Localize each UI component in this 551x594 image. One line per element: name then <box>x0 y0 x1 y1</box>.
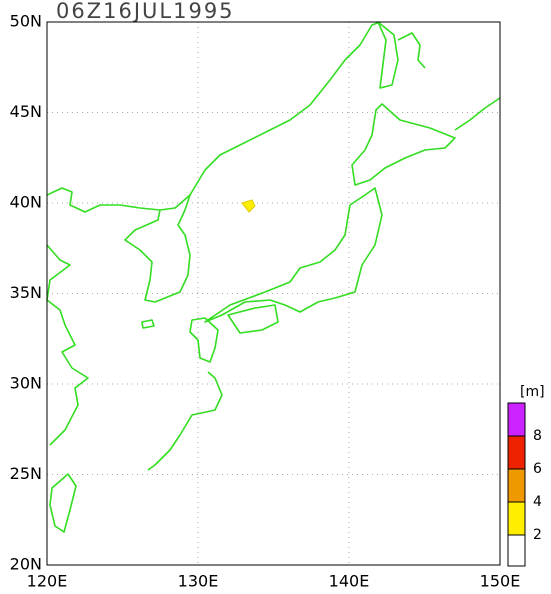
wave-height-contour <box>241 199 256 213</box>
coast-china <box>46 244 89 446</box>
lon-label: 120E <box>27 572 68 591</box>
coast-taiwan <box>49 473 77 533</box>
lat-label: 50N <box>10 12 42 31</box>
colorbar: [m] 2 4 6 8 <box>507 384 545 567</box>
colorbar-label: 8 <box>533 428 542 444</box>
graticule <box>47 22 500 565</box>
colorbar-swatch <box>507 468 526 503</box>
lat-label: 45N <box>10 102 42 121</box>
coast-sakhalin <box>377 21 399 89</box>
map-frame <box>46 21 501 566</box>
coast-mainland <box>46 21 381 213</box>
coast-kurils <box>454 97 501 131</box>
coast-jeju <box>141 319 155 329</box>
colorbar-swatch <box>507 534 526 567</box>
lon-label: 150E <box>480 572 521 591</box>
lon-label: 140E <box>329 572 370 591</box>
lat-label: 40N <box>10 193 42 212</box>
coastlines <box>46 21 501 533</box>
map-title: 06Z16JUL1995 <box>56 0 235 23</box>
coast-shikoku <box>227 304 279 334</box>
coast-hokkaido <box>351 103 456 186</box>
colorbar-swatch <box>507 501 526 536</box>
lat-label: 25N <box>10 464 42 483</box>
colorbar-unit: [m] <box>520 384 545 400</box>
lat-label: 30N <box>10 374 42 393</box>
lat-label: 35N <box>10 283 42 302</box>
colorbar-swatch <box>507 435 526 470</box>
coast-russia-east <box>397 32 426 69</box>
coast-ryukyu <box>147 371 223 471</box>
lat-label: 20N <box>10 555 42 574</box>
colorbar-label: 4 <box>533 494 542 510</box>
colorbar-swatch <box>507 402 526 437</box>
lon-label: 130E <box>178 572 219 591</box>
colorbar-label: 2 <box>533 527 542 543</box>
coast-kyushu <box>189 317 219 363</box>
coast-korea <box>124 194 191 303</box>
coast-honshu <box>204 187 383 323</box>
colorbar-label: 6 <box>533 461 542 477</box>
